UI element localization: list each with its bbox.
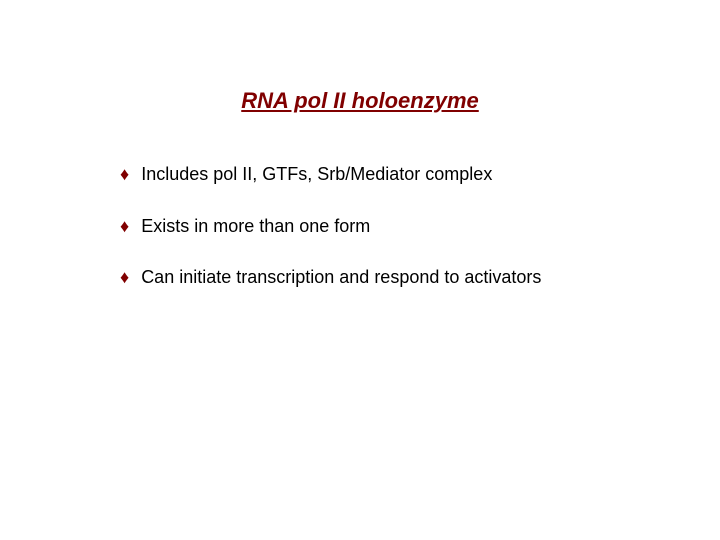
diamond-bullet-icon: ♦ bbox=[120, 164, 129, 186]
slide-title: RNA pol II holoenzyme bbox=[0, 88, 720, 114]
bullet-text: Can initiate transcription and respond t… bbox=[141, 267, 541, 289]
list-item: ♦ Can initiate transcription and respond… bbox=[120, 267, 720, 289]
diamond-bullet-icon: ♦ bbox=[120, 216, 129, 238]
list-item: ♦ Exists in more than one form bbox=[120, 216, 720, 238]
bullet-text: Exists in more than one form bbox=[141, 216, 370, 238]
list-item: ♦ Includes pol II, GTFs, Srb/Mediator co… bbox=[120, 164, 720, 186]
slide-container: RNA pol II holoenzyme ♦ Includes pol II,… bbox=[0, 0, 720, 540]
diamond-bullet-icon: ♦ bbox=[120, 267, 129, 289]
bullet-text: Includes pol II, GTFs, Srb/Mediator comp… bbox=[141, 164, 492, 186]
bullet-list: ♦ Includes pol II, GTFs, Srb/Mediator co… bbox=[0, 164, 720, 289]
